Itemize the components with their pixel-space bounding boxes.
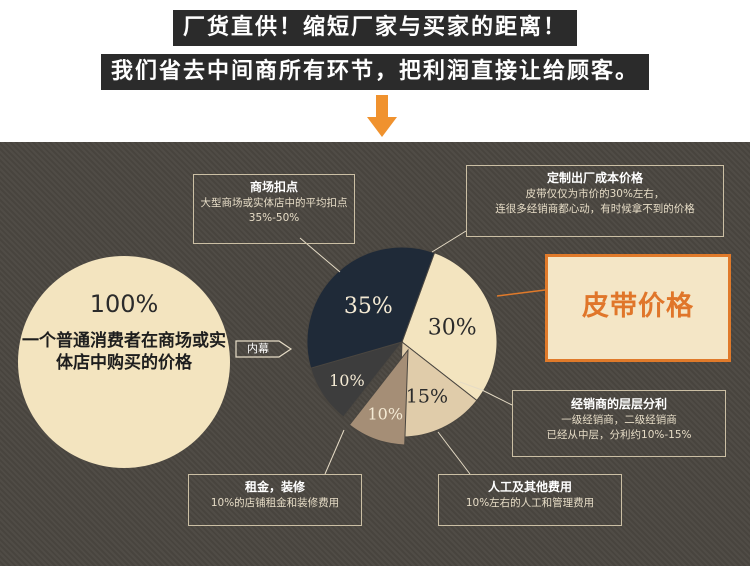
belt-price-box [545,254,731,362]
callout-dealer-desc-1: 一级经销商，二级经销商 [561,414,677,426]
callout-factory-desc-1: 皮带仅仅为市价的30%左右， [525,188,665,200]
callout-mall: 商场扣点 大型商场或实体店中的平均扣点35%-50% [193,174,355,244]
retail-price-circle [18,256,230,468]
pie-slice-label-4: 35% [344,294,393,319]
callout-factory-desc-2: 连很多经销商都心动，有时候拿不到的价格 [495,203,695,215]
pie-slice-label-2: 10% [367,404,403,423]
retail-price-text: 一个普通消费者在商场或实体店中购买的价格 [22,331,226,373]
callout-dealer: 经销商的层层分利 一级经销商，二级经销商 已经从中层，分利约10%-15% [512,390,726,457]
tag-arrow-icon [235,340,293,358]
leader-line-factory [431,230,467,253]
pie-slice-0 [401,252,498,402]
pie-slice-label-0: 30% [428,316,477,341]
pie-slice-label-3: 10% [329,371,365,390]
banner-line-2: 我们省去中间商所有环节，把利润直接让给顾客。 [0,54,750,90]
down-arrow-icon [367,95,397,137]
callout-dealer-desc-2: 已经从中层，分利约10%-15% [546,429,692,441]
belt-price-label: 皮带价格 [582,291,694,322]
callout-labor-desc: 10%左右的人工和管理费用 [465,497,595,509]
tag-label: 内幕 [247,342,269,355]
price-connector [496,289,546,297]
leader-line-dealer [459,381,513,406]
callout-factory-title: 定制出厂成本价格 [546,171,643,185]
callout-labor: 人工及其他费用 10%左右的人工和管理费用 [438,474,622,526]
callout-rent-desc: 10%的店铺租金和装修费用 [210,497,340,509]
callout-mall-desc: 大型商场或实体店中的平均扣点35%-50% [200,197,348,224]
pie-slice-2 [348,348,409,446]
callout-rent: 租金，装修 10%的店铺租金和装修费用 [188,474,362,526]
callout-rent-title: 租金，装修 [244,480,305,494]
callout-dealer-title: 经销商的层层分利 [570,397,667,411]
leader-line-rent [324,429,345,475]
pie-slice-label-1: 15% [406,385,448,407]
callout-factory: 定制出厂成本价格 皮带仅仅为市价的30%左右， 连很多经销商都心动，有时候拿不到… [466,165,724,237]
callout-mall-title: 商场扣点 [249,180,298,194]
pie-slice-4 [306,246,436,369]
leader-line-labor [437,431,471,475]
callout-labor-title: 人工及其他费用 [487,480,572,494]
retail-price-percent: 100% [89,290,159,318]
banner-line-1: 厂货直供！缩短厂家与买家的距离！ [0,10,750,46]
